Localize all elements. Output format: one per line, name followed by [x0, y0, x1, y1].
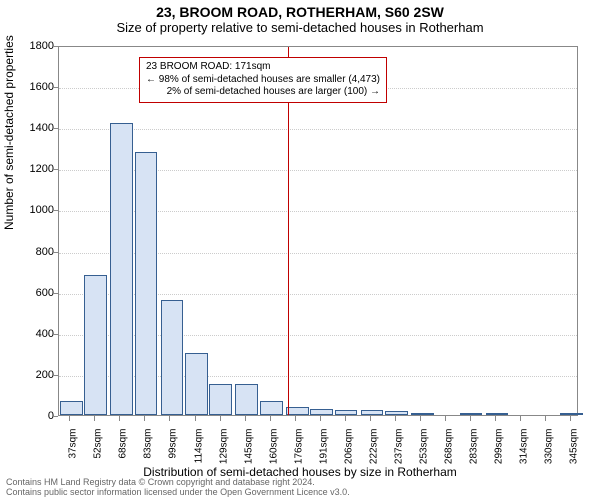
title-sub: Size of property relative to semi-detach…	[0, 20, 600, 39]
annotation-box: 23 BROOM ROAD: 171sqm← 98% of semi-detac…	[139, 57, 387, 103]
annotation-line-2: ← 98% of semi-detached houses are smalle…	[146, 74, 380, 87]
x-tick-mark	[495, 416, 496, 421]
histogram-bar	[110, 123, 133, 415]
x-tick-label: 206sqm	[343, 429, 354, 465]
x-tick-mark	[270, 416, 271, 421]
histogram-bar	[286, 407, 309, 415]
histogram-bar	[560, 413, 583, 415]
x-tick-mark	[94, 416, 95, 421]
y-tick-mark	[53, 252, 58, 253]
histogram-bar	[361, 410, 384, 415]
x-tick-mark	[570, 416, 571, 421]
x-tick-label: 37sqm	[68, 429, 79, 459]
y-tick-mark	[53, 169, 58, 170]
y-tick-mark	[53, 210, 58, 211]
x-tick-mark	[69, 416, 70, 421]
x-tick-mark	[345, 416, 346, 421]
x-tick-label: 191sqm	[318, 429, 329, 465]
histogram-bar	[335, 410, 358, 415]
x-tick-mark	[370, 416, 371, 421]
histogram-bar	[460, 413, 483, 415]
histogram-bar	[84, 275, 107, 415]
x-tick-mark	[395, 416, 396, 421]
y-tick-mark	[53, 46, 58, 47]
x-tick-label: 222sqm	[368, 429, 379, 465]
x-tick-label: 268sqm	[443, 429, 454, 465]
chart-zone: 23 BROOM ROAD: 171sqm← 98% of semi-detac…	[58, 46, 578, 416]
y-tick-label: 0	[4, 410, 54, 422]
x-tick-label: 237sqm	[393, 429, 404, 465]
y-tick-mark	[53, 87, 58, 88]
x-tick-mark	[470, 416, 471, 421]
y-tick-label: 1400	[4, 122, 54, 134]
footer-line-2: Contains public sector information licen…	[6, 488, 600, 498]
title-main: 23, BROOM ROAD, ROTHERHAM, S60 2SW	[0, 0, 600, 20]
x-tick-mark	[220, 416, 221, 421]
histogram-bar	[260, 401, 283, 415]
histogram-bar	[385, 411, 408, 415]
x-tick-label: 330sqm	[543, 429, 554, 465]
x-tick-label: 345sqm	[568, 429, 579, 465]
x-tick-label: 145sqm	[243, 429, 254, 465]
x-tick-mark	[119, 416, 120, 421]
x-tick-label: 253sqm	[418, 429, 429, 465]
y-tick-label: 1600	[4, 81, 54, 93]
x-tick-label: 283sqm	[468, 429, 479, 465]
y-tick-label: 600	[4, 287, 54, 299]
y-tick-mark	[53, 416, 58, 417]
histogram-bar	[135, 152, 158, 415]
x-tick-label: 99sqm	[168, 429, 179, 459]
y-tick-mark	[53, 293, 58, 294]
y-tick-label: 400	[4, 328, 54, 340]
annotation-line-3: 2% of semi-detached houses are larger (1…	[146, 86, 380, 99]
x-tick-mark	[295, 416, 296, 421]
y-tick-mark	[53, 334, 58, 335]
x-tick-label: 114sqm	[193, 429, 204, 464]
x-tick-label: 314sqm	[518, 429, 529, 465]
y-tick-mark	[53, 375, 58, 376]
histogram-bar	[185, 353, 208, 415]
x-tick-mark	[144, 416, 145, 421]
x-tick-label: 52sqm	[93, 429, 104, 459]
x-tick-mark	[195, 416, 196, 421]
plot-area: 23 BROOM ROAD: 171sqm← 98% of semi-detac…	[58, 46, 578, 416]
x-tick-label: 83sqm	[143, 429, 154, 459]
annotation-line-1: 23 BROOM ROAD: 171sqm	[146, 61, 380, 74]
x-tick-mark	[420, 416, 421, 421]
y-tick-label: 1000	[4, 204, 54, 216]
footer-attribution: Contains HM Land Registry data © Crown c…	[0, 478, 600, 498]
x-tick-mark	[545, 416, 546, 421]
x-tick-mark	[320, 416, 321, 421]
histogram-bar	[60, 401, 83, 415]
histogram-bar	[235, 384, 258, 415]
histogram-bar	[209, 384, 232, 415]
y-tick-mark	[53, 128, 58, 129]
x-tick-mark	[520, 416, 521, 421]
x-tick-mark	[245, 416, 246, 421]
histogram-bar	[411, 413, 434, 415]
x-tick-mark	[445, 416, 446, 421]
x-tick-label: 176sqm	[293, 429, 304, 465]
histogram-bar	[310, 409, 333, 415]
y-tick-label: 1800	[4, 40, 54, 52]
figure-container: 23, BROOM ROAD, ROTHERHAM, S60 2SW Size …	[0, 0, 600, 500]
gridline	[59, 129, 577, 130]
y-tick-label: 1200	[4, 163, 54, 175]
x-tick-label: 160sqm	[268, 429, 279, 465]
x-tick-label: 129sqm	[218, 429, 229, 465]
histogram-bar	[486, 413, 509, 415]
x-tick-label: 299sqm	[493, 429, 504, 465]
y-tick-label: 800	[4, 246, 54, 258]
histogram-bar	[161, 300, 184, 415]
x-tick-label: 68sqm	[118, 429, 129, 459]
x-tick-mark	[169, 416, 170, 421]
y-tick-label: 200	[4, 369, 54, 381]
